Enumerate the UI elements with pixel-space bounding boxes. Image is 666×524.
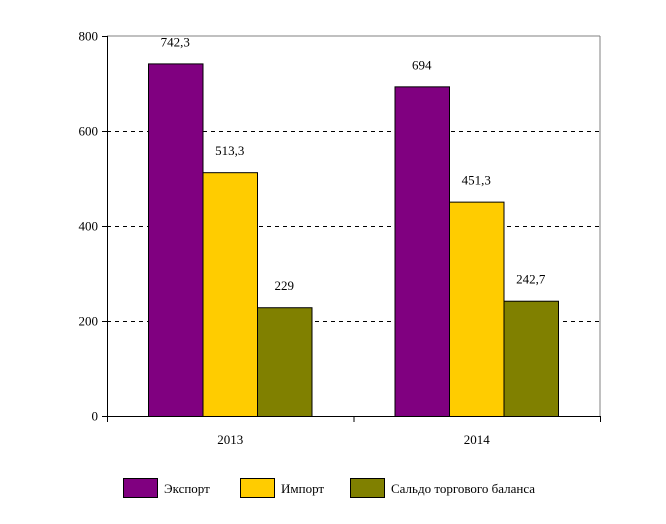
y-tick-label: 200 <box>79 314 99 329</box>
bar <box>503 300 559 417</box>
y-tick-label: 800 <box>79 29 99 44</box>
y-tick-label: 600 <box>79 124 99 139</box>
legend-label: Импорт <box>281 481 324 496</box>
x-tick-label: 2013 <box>217 432 243 447</box>
data-label: 451,3 <box>462 173 491 188</box>
bar <box>202 172 258 417</box>
bar <box>257 307 313 418</box>
bar <box>394 86 450 417</box>
data-label: 513,3 <box>215 143 244 158</box>
data-label: 229 <box>275 278 295 293</box>
x-tick-label: 2014 <box>464 432 491 447</box>
y-tick-label: 0 <box>92 409 99 424</box>
y-tick-label: 400 <box>79 219 99 234</box>
legend-label: Сальдо торгового баланса <box>391 481 535 496</box>
data-label: 242,7 <box>516 272 546 287</box>
legend-swatch <box>240 478 275 498</box>
data-label: 742,3 <box>161 34 190 49</box>
legend-label: Экспорт <box>164 481 210 496</box>
legend-swatch <box>123 478 158 498</box>
bar <box>148 63 204 417</box>
bar <box>449 201 505 417</box>
legend-swatch <box>350 478 385 498</box>
data-label: 694 <box>412 57 432 72</box>
